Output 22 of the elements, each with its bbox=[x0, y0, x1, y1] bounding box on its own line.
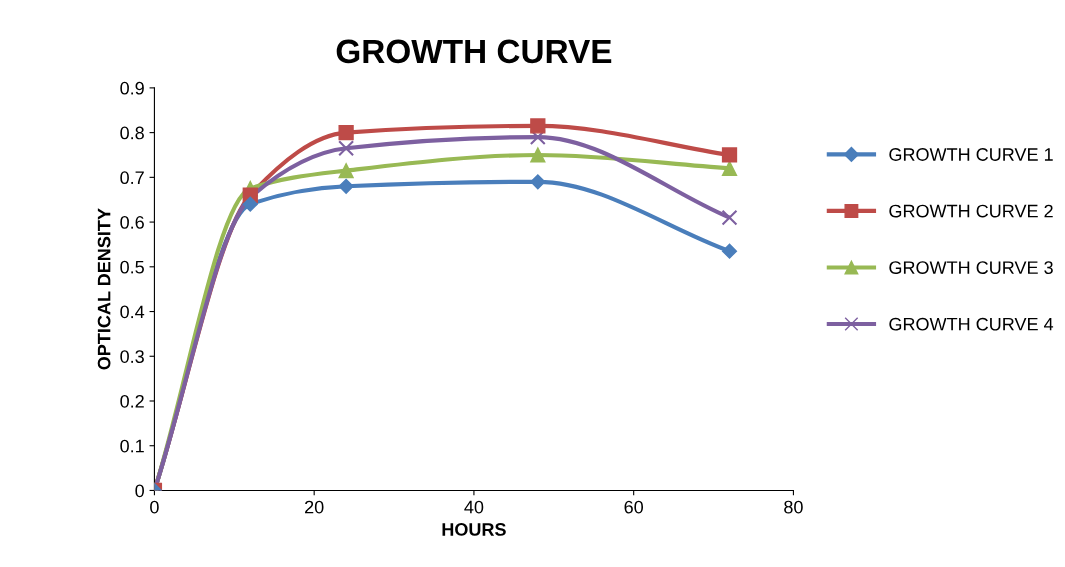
chart-title: GROWTH CURVE bbox=[336, 39, 612, 64]
x-tick-label: 20 bbox=[305, 500, 324, 514]
y-tick-label: 0.7 bbox=[120, 171, 144, 185]
x-tick-label: 0 bbox=[150, 500, 159, 514]
x-axis-title: HOURS bbox=[442, 523, 506, 536]
y-tick-label: 0 bbox=[135, 484, 144, 498]
legend-label: GROWTH CURVE 2 bbox=[889, 204, 1053, 218]
y-tick-label: 0.1 bbox=[120, 439, 144, 453]
x-tick-label: 80 bbox=[784, 500, 803, 514]
y-tick-label: 0.2 bbox=[120, 394, 144, 408]
y-tick-label: 0.3 bbox=[120, 350, 144, 363]
y-tick-label: 0.5 bbox=[120, 260, 144, 274]
y-tick-label: 0.6 bbox=[120, 216, 144, 229]
x-tick-label: 40 bbox=[464, 500, 484, 514]
x-tick-label: 60 bbox=[624, 500, 644, 514]
y-axis-title: OPTICAL DENSITY bbox=[97, 208, 111, 370]
legend-label: GROWTH CURVE 4 bbox=[889, 317, 1054, 331]
y-tick-label: 0.9 bbox=[120, 81, 144, 95]
legend-label: GROWTH CURVE 1 bbox=[889, 148, 1053, 161]
y-tick-label: 0.8 bbox=[120, 126, 144, 140]
y-tick-label: 0.4 bbox=[120, 305, 145, 319]
legend-label: GROWTH CURVE 3 bbox=[889, 261, 1053, 274]
